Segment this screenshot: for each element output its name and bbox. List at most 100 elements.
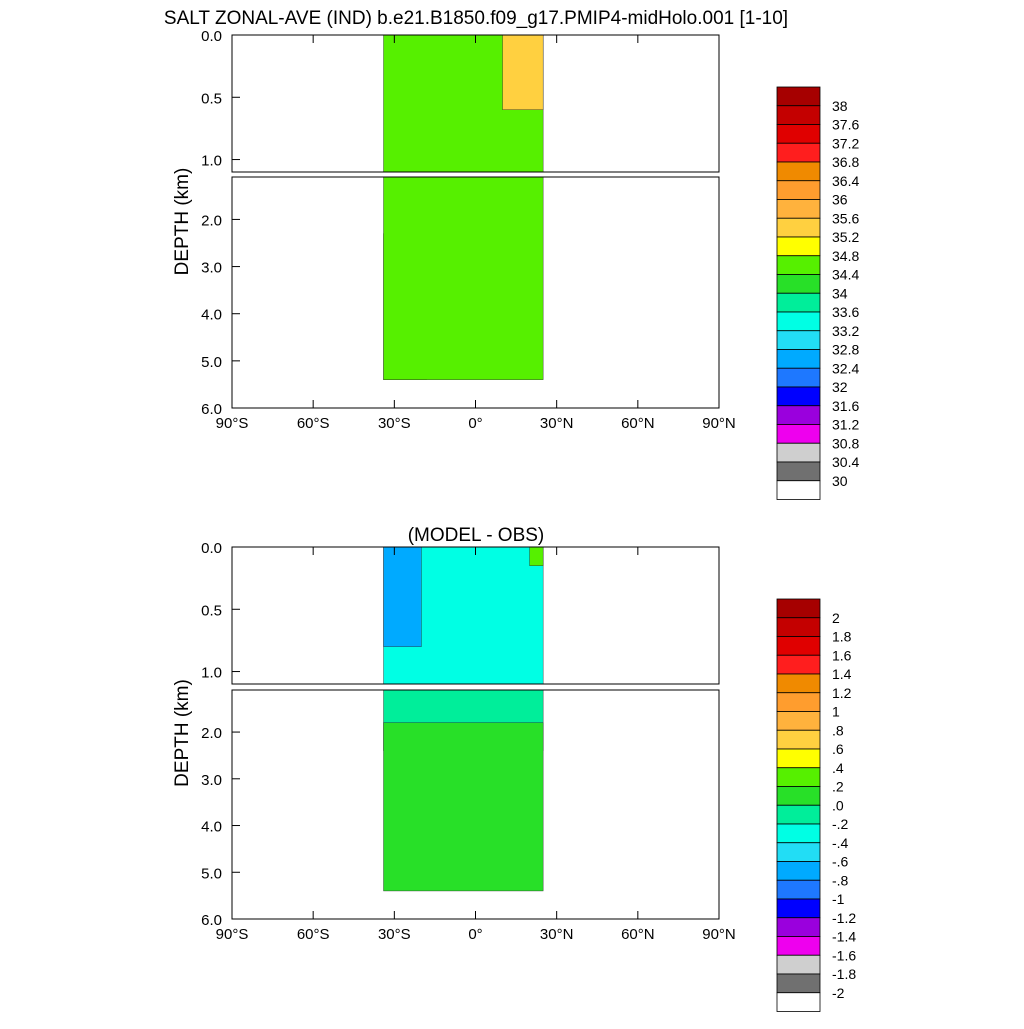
- x-tick-label: 90°N: [702, 415, 736, 432]
- y-tick-label: 3.0: [201, 260, 222, 277]
- colorbar-label: -1.8: [832, 966, 856, 982]
- y-tick-label: 0.0: [201, 28, 222, 45]
- y-tick-label: 4.0: [201, 819, 222, 836]
- colorbar-swatch: [776, 861, 821, 881]
- colorbar-label: -.2: [832, 816, 849, 832]
- colorbar-swatch: [776, 636, 821, 656]
- region-3: [383, 722, 544, 892]
- colorbar-swatch: [776, 729, 821, 750]
- panel-difference: (MODEL - OBS)0.00.51.02.03.04.05.06.090°…: [172, 525, 856, 1012]
- y-tick-label: 0.0: [201, 540, 222, 557]
- colorbar-label: 1.4: [832, 666, 852, 682]
- y-tick-label: 1.0: [201, 153, 222, 170]
- x-tick-label: 60°N: [621, 926, 655, 943]
- colorbar-label: 37.6: [832, 117, 859, 133]
- colorbar-label: 30: [832, 473, 848, 489]
- x-tick-label: 90°N: [702, 926, 736, 943]
- colorbar-label: 32.8: [832, 342, 859, 358]
- colorbar: 38 37.6 37.2 36.8 36.4 36 35.6 35.2 34.8 34.4 34 33…: [776, 86, 859, 500]
- colorbar-swatch: [776, 692, 821, 712]
- colorbar-label: .0: [832, 797, 844, 813]
- colorbar: 21.81.61.41.21.8.6.4.2.0-.2-.4-.6-.8-1-1…: [776, 598, 856, 1012]
- colorbar-label: 36: [832, 192, 848, 208]
- colorbar-label: 1.2: [832, 685, 852, 701]
- colorbar-swatch: [776, 954, 821, 975]
- colorbar-label: -1.6: [832, 947, 856, 963]
- y-tick-label: 5.0: [201, 865, 222, 882]
- colorbar-label: 32.4: [832, 360, 859, 376]
- y-tick-label: 6.0: [201, 401, 222, 418]
- colorbar-label: 30.8: [832, 435, 859, 451]
- colorbar-swatch: [776, 748, 821, 769]
- colorbar-label: .8: [832, 722, 844, 738]
- x-tick-label: 60°S: [297, 926, 330, 943]
- colorbar-swatch: [776, 654, 821, 675]
- y-tick-label: 0.5: [201, 602, 222, 619]
- colorbar-swatch: [776, 823, 821, 844]
- colorbar-label: -.4: [832, 835, 849, 851]
- colorbar-swatch: [776, 598, 821, 619]
- colorbar-swatch: [776, 236, 821, 257]
- colorbar-swatch: [776, 217, 821, 238]
- colorbar-label: 30.4: [832, 454, 859, 470]
- colorbar-swatch: [776, 711, 821, 731]
- colorbar-label: 32: [832, 379, 848, 395]
- colorbar-label: 2: [832, 610, 840, 626]
- y-tick-label: 3.0: [201, 772, 222, 789]
- colorbar-label: 35.2: [832, 229, 859, 245]
- colorbar-swatch: [776, 917, 821, 937]
- x-tick-label: 60°S: [297, 415, 330, 432]
- x-tick-label: 90°S: [216, 926, 249, 943]
- y-tick-label: 0.5: [201, 90, 222, 107]
- colorbar-label: 34.8: [832, 248, 859, 264]
- colorbar-label: 36.8: [832, 154, 859, 170]
- colorbar-swatch: [776, 898, 821, 919]
- x-tick-label: 0°: [468, 926, 482, 943]
- colorbar-swatch: [776, 842, 821, 862]
- x-tick-label: 30°N: [540, 926, 574, 943]
- figure-title: SALT ZONAL-AVE (IND) b.e21.B1850.f09_g17…: [164, 8, 788, 29]
- y-axis-label: DEPTH (km): [172, 679, 193, 787]
- colorbar-swatch: [776, 936, 821, 956]
- colorbar-swatch: [776, 105, 821, 125]
- colorbar-swatch: [776, 180, 821, 200]
- panel-model: 0.0 0.5 1.0 2.0 3.0 4.0 5.0 6.090°S 60°S 30°S 0° 30…: [172, 28, 859, 500]
- x-tick-label: 90°S: [216, 415, 249, 432]
- data-regions: [383, 547, 544, 892]
- colorbar-swatch: [776, 255, 821, 275]
- colorbar-label: -.8: [832, 872, 849, 888]
- colorbar-swatch: [776, 386, 821, 407]
- colorbar-swatch: [776, 311, 821, 332]
- colorbar-label: 1.8: [832, 629, 852, 645]
- colorbar-swatch: [776, 349, 821, 369]
- y-tick-label: 2.0: [201, 212, 222, 229]
- colorbar-swatch: [776, 992, 821, 1012]
- colorbar-swatch: [776, 767, 821, 787]
- x-tick-label: 30°S: [378, 415, 411, 432]
- y-tick-label: 4.0: [201, 307, 222, 324]
- colorbar-swatch: [776, 199, 821, 219]
- x-tick-label: 60°N: [621, 415, 655, 432]
- colorbar-swatch: [776, 292, 821, 313]
- colorbar-label: -2: [832, 985, 845, 1001]
- colorbar-label: 31.2: [832, 417, 859, 433]
- colorbar-label: 38: [832, 98, 848, 114]
- region-3: [383, 176, 544, 380]
- colorbar-label: .2: [832, 779, 844, 795]
- colorbar-swatch: [776, 442, 821, 463]
- colorbar-swatch: [776, 673, 821, 694]
- colorbar-label: 34.4: [832, 267, 859, 283]
- colorbar-label: -1.2: [832, 910, 856, 926]
- colorbar-label: 34: [832, 285, 848, 301]
- colorbar-swatch: [776, 461, 821, 482]
- colorbar-swatch: [776, 804, 821, 825]
- x-tick-label: 30°S: [378, 926, 411, 943]
- colorbar-swatch: [776, 330, 821, 350]
- x-tick-label: 0°: [468, 415, 482, 432]
- colorbar-swatch: [776, 405, 821, 425]
- colorbar-swatch: [776, 124, 821, 144]
- colorbar-swatch: [776, 142, 821, 163]
- x-tick-label: 30°N: [540, 415, 574, 432]
- colorbar-swatch: [776, 86, 821, 107]
- colorbar-label: .4: [832, 760, 844, 776]
